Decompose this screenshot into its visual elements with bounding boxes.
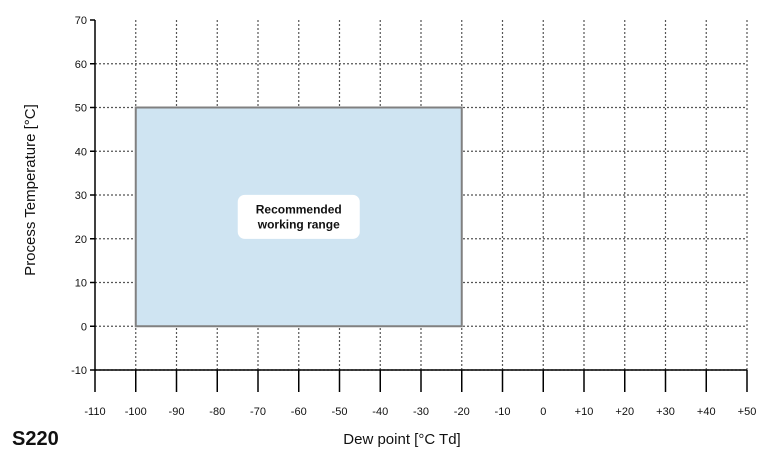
y-tick-label: 40 [75, 146, 87, 158]
x-axis-title: Dew point [°C Td] [343, 431, 460, 448]
x-tick-label: +50 [738, 406, 757, 418]
x-tick-label: +10 [575, 406, 594, 418]
x-tick-label: +20 [615, 406, 634, 418]
y-tick-labels: 70 60 50 40 30 20 10 0 -10 [71, 15, 87, 377]
axes [90, 19, 748, 392]
x-tick-label: -60 [291, 406, 307, 418]
y-tick-label: 60 [75, 59, 87, 71]
x-tick-label: -10 [495, 406, 511, 418]
x-tick-label: -80 [209, 406, 225, 418]
x-tick-label: -70 [250, 406, 266, 418]
model-label: S220 [12, 428, 59, 450]
y-tick-label: -10 [71, 365, 87, 377]
region-label-background [237, 194, 360, 239]
y-axis-title: Process Temperature [°C] [22, 104, 39, 276]
x-tick-label: -90 [169, 406, 185, 418]
x-tick-label: 0 [540, 406, 546, 418]
region-label-line: working range [257, 217, 340, 231]
y-tick-label: 20 [75, 234, 87, 246]
x-tick-label: +30 [656, 406, 675, 418]
region-label-line: Recommended [256, 202, 342, 216]
x-tick-label: -40 [372, 406, 388, 418]
x-tick-labels: -110 -100 -90 -80 -70 -60 -50 -40 -30 -20 -10 0 +10 +… [84, 406, 756, 418]
y-tick-label: 0 [81, 321, 87, 333]
x-tick-label: -110 [84, 406, 105, 418]
y-tick-label: 10 [75, 278, 87, 290]
y-tick-label: 50 [75, 103, 87, 115]
x-tick-label: +40 [697, 406, 716, 418]
x-tick-label: -20 [454, 406, 470, 418]
x-tick-label: -50 [332, 406, 348, 418]
y-tick-label: 30 [75, 190, 87, 202]
y-tick-label: 70 [75, 15, 87, 27]
x-tick-label: -100 [125, 406, 147, 418]
x-tick-label: -30 [413, 406, 429, 418]
